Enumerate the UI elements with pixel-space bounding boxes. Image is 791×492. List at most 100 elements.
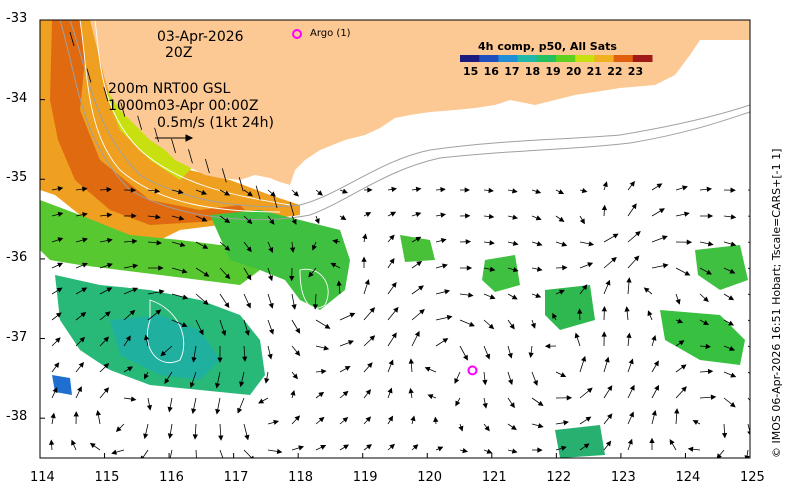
current-arrowhead — [343, 444, 350, 450]
current-arrowhead — [574, 332, 580, 339]
current-arrowhead — [144, 334, 150, 341]
current-arrowhead — [294, 350, 301, 357]
current-arrowhead — [440, 186, 446, 193]
current-arrowhead — [649, 437, 655, 444]
current-arrowhead — [528, 352, 534, 358]
isobath-1000m — [59, 20, 750, 221]
current-arrowhead — [106, 212, 113, 218]
current-arrowhead — [131, 213, 137, 219]
current-arrowhead — [218, 435, 224, 441]
current-arrowhead — [201, 216, 208, 222]
sst-patch-green-east3 — [660, 310, 745, 365]
current-arrowhead — [635, 230, 641, 237]
colorbar — [460, 55, 653, 62]
current-arrowhead — [754, 269, 758, 273]
current-arrowhead — [155, 309, 162, 315]
current-arrowhead — [50, 412, 56, 419]
current-arrowhead — [512, 214, 519, 220]
colorbar-swatch — [517, 55, 538, 62]
current-arrowhead — [367, 362, 373, 368]
current-arrowhead — [629, 411, 634, 418]
current-arrowhead — [318, 391, 325, 398]
current-arrowhead — [754, 242, 758, 246]
current-arrowhead — [217, 357, 223, 363]
current-arrowhead — [604, 356, 610, 363]
current-arrowhead — [320, 444, 327, 450]
current-arrowhead — [164, 378, 170, 384]
current-arrowhead — [192, 434, 198, 440]
current-arrowhead — [155, 214, 161, 220]
current-arrowhead — [601, 331, 607, 337]
current-arrowhead — [535, 293, 542, 299]
current-arrowhead — [633, 255, 640, 262]
colorbar-tick-label: 17 — [504, 65, 520, 78]
current-arrowhead — [729, 268, 736, 274]
current-arrowhead — [484, 425, 490, 432]
current-arrowhead — [754, 189, 758, 193]
current-arrowhead — [511, 188, 518, 194]
sst-patch-green-east2 — [545, 285, 595, 330]
current-arrowhead — [707, 213, 714, 219]
current-arrowhead — [268, 247, 274, 253]
current-arrowhead — [626, 277, 632, 283]
speed-scale-label: 0.5m/s (1kt 24h) — [157, 115, 274, 131]
current-arrowhead — [581, 284, 588, 291]
current-arrowhead — [154, 188, 161, 194]
current-arrowhead — [651, 335, 657, 341]
current-arrowhead — [57, 186, 64, 192]
current-arrowhead — [416, 261, 423, 267]
current-arrowhead — [579, 218, 585, 225]
current-arrowhead — [675, 298, 681, 305]
current-arrowhead — [692, 420, 699, 425]
current-arrowhead — [82, 237, 88, 243]
current-arrowhead — [566, 395, 573, 401]
current-arrowhead — [237, 407, 243, 414]
depth-label-1: 200m NRT00 GSL — [108, 81, 231, 97]
current-arrowhead — [389, 257, 395, 264]
current-arrowhead — [361, 256, 367, 262]
current-arrowhead — [52, 387, 58, 394]
current-arrowhead — [465, 239, 472, 245]
current-arrowhead — [601, 204, 608, 211]
current-arrowhead — [132, 287, 139, 293]
speed-scale-arrow — [155, 134, 194, 142]
current-arrowhead — [273, 419, 279, 425]
colorbar-swatch — [556, 55, 576, 62]
y-tick-label: -37 — [6, 329, 28, 345]
current-arrowhead — [362, 233, 368, 240]
current-arrowhead — [629, 180, 635, 187]
current-arrowhead — [458, 425, 464, 432]
current-arrowhead — [537, 423, 544, 429]
current-arrowhead — [247, 191, 253, 197]
argo-float-marker[interactable] — [467, 365, 478, 376]
current-arrowhead — [682, 185, 688, 191]
current-arrowhead — [246, 246, 252, 253]
current-arrowhead — [561, 241, 568, 247]
current-arrowhead — [686, 239, 693, 245]
current-arrowhead — [365, 416, 372, 423]
current-arrowhead — [585, 416, 592, 422]
current-arrowhead — [730, 187, 736, 193]
current-arrowhead — [181, 268, 188, 274]
current-arrowhead — [131, 238, 138, 244]
current-arrowhead — [308, 271, 314, 278]
current-arrowhead — [268, 302, 274, 309]
current-arrowhead — [348, 340, 354, 346]
argo-legend-label: Argo (1) — [310, 28, 351, 39]
current-arrowhead — [79, 336, 86, 343]
current-arrowhead — [143, 433, 149, 440]
current-arrowhead — [681, 386, 687, 392]
current-arrowhead — [111, 449, 117, 455]
colorbar-tick-label: 18 — [524, 65, 541, 78]
current-arrowhead — [222, 459, 226, 463]
current-arrowhead — [332, 238, 338, 245]
current-arrowhead — [391, 186, 397, 193]
current-arrowhead — [414, 330, 420, 337]
current-arrow — [747, 397, 750, 402]
current-vectors — [48, 31, 758, 463]
isobath-200m — [69, 20, 750, 208]
current-arrowhead — [57, 237, 64, 243]
current-arrowhead — [588, 241, 595, 247]
current-arrow — [219, 449, 224, 458]
current-arrowhead — [647, 310, 653, 317]
